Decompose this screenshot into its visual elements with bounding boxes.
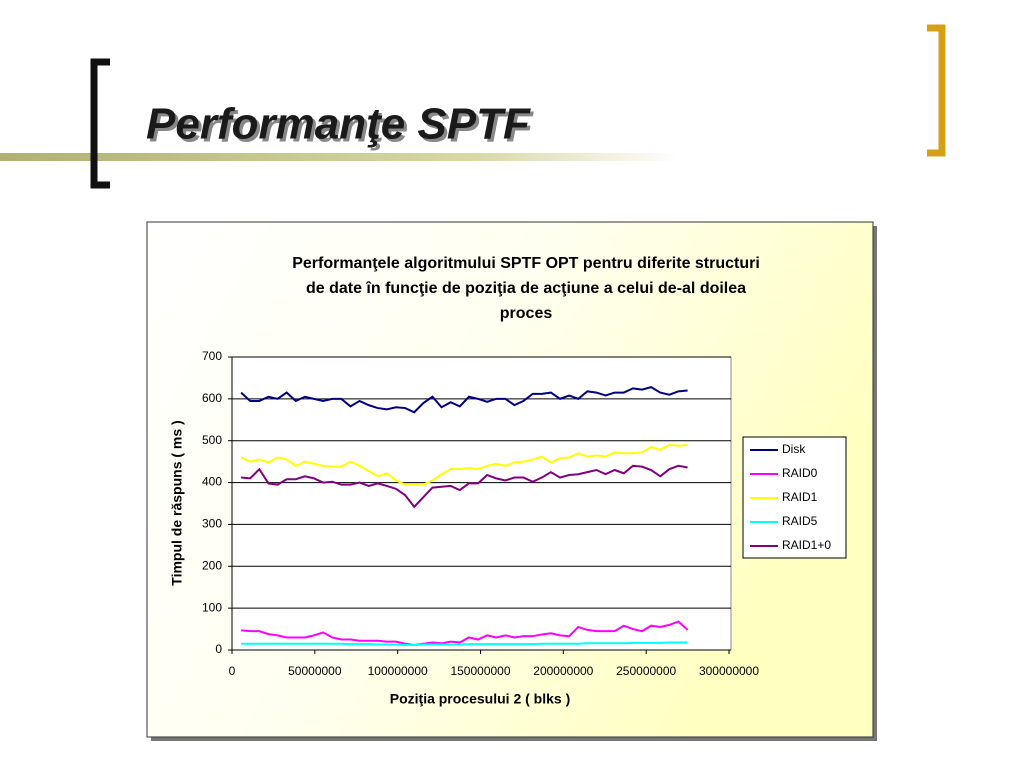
y-tick-label: 300 [202,517,222,531]
x-axis-label: Poziţia procesului 2 ( blks ) [390,691,570,707]
x-tick-label: 0 [229,664,236,678]
series-line [240,443,688,486]
y-tick-label: 500 [202,433,222,447]
x-tick-label: 50000000 [288,664,342,678]
legend-label: Disk [782,442,806,456]
x-tick-label: 100000000 [368,664,428,678]
x-tick-label: 150000000 [450,664,510,678]
chart-title: de date în funcţie de poziţia de acţiune… [306,280,746,297]
y-tick-label: 100 [202,600,222,614]
chart-title: Performanţele algoritmului SPTF OPT pent… [292,255,760,272]
slide-title: Performanţe SPTF [146,100,531,149]
chart-title: proces [500,305,553,322]
legend-label: RAID0 [782,466,818,480]
chart: Performanţele algoritmului SPTF OPT pent… [169,255,847,707]
rule [0,153,680,161]
y-tick-label: 400 [202,475,222,489]
series-line [241,464,688,509]
series-line [241,620,689,646]
title-shadow: Performanţe SPTF [149,103,534,152]
series-line [241,641,688,646]
y-tick-label: 600 [202,391,222,405]
legend-label: RAID1 [782,490,818,504]
y-axis-label: Timpul de răspuns ( ms ) [169,420,185,585]
y-tick-label: 0 [215,642,222,656]
legend-label: RAID5 [782,514,818,528]
bracket-left [90,58,110,189]
x-tick-label: 200000000 [533,664,593,678]
bracket-right [927,24,946,157]
series-line [240,386,688,414]
plot-area [231,356,732,651]
legend-label: RAID1+0 [782,538,831,552]
y-tick-label: 700 [202,349,222,363]
y-tick-label: 200 [202,558,222,572]
x-tick-label: 250000000 [616,664,676,678]
x-tick-label: 300000000 [699,664,759,678]
